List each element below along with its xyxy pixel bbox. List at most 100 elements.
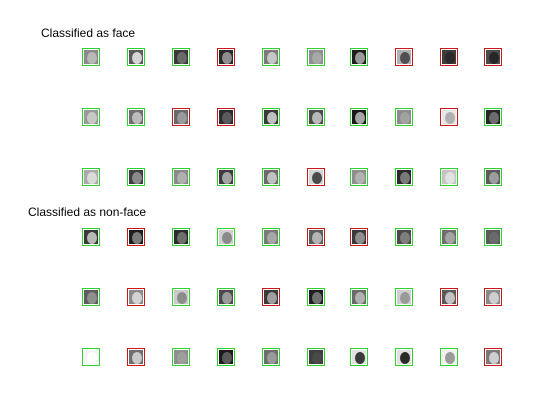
thumbnail-feature [267,292,277,304]
thumbnail-image [264,230,278,244]
thumbnail-feature [489,232,499,244]
thumbnail-feature [222,292,232,304]
thumbnail-image [486,290,500,304]
thumbnail-image [129,350,143,364]
thumbnail [440,48,458,66]
thumbnail [307,168,325,186]
thumbnail-image [174,290,188,304]
thumbnail-feature [489,52,499,64]
thumbnail-feature [489,172,499,184]
thumbnail-image [397,290,411,304]
thumbnail [217,288,235,306]
thumbnail-image [219,290,233,304]
thumbnail-image [309,290,323,304]
thumbnail-image [219,230,233,244]
thumbnail-image [397,170,411,184]
thumbnail [307,348,325,366]
thumbnail-image [174,350,188,364]
thumbnail-feature [177,172,187,184]
thumbnail-feature [355,232,365,244]
thumbnail [82,168,100,186]
thumbnail-feature [355,112,365,124]
thumbnail-feature [400,52,410,64]
thumbnail [440,168,458,186]
thumbnail-feature [400,352,410,364]
thumbnail [350,48,368,66]
thumbnail-feature [267,352,277,364]
thumbnail-feature [177,292,187,304]
thumbnail-image [352,170,366,184]
thumbnail [440,348,458,366]
thumbnail-image [84,350,98,364]
thumbnail [172,108,190,126]
thumbnail-image [397,50,411,64]
thumbnail-feature [132,172,142,184]
thumbnail [262,168,280,186]
thumbnail [217,228,235,246]
thumbnail-image [84,110,98,124]
thumbnail-feature [132,352,142,364]
thumbnail-feature [267,112,277,124]
thumbnail [127,168,145,186]
thumbnail-feature [222,52,232,64]
thumbnail-image [129,50,143,64]
thumbnail-feature [87,232,97,244]
thumbnail [350,108,368,126]
thumbnail-feature [87,52,97,64]
thumbnail [395,108,413,126]
thumbnail-feature [489,112,499,124]
thumbnail-feature [177,352,187,364]
thumbnail-image [309,350,323,364]
thumbnail-image [309,110,323,124]
thumbnail [172,168,190,186]
thumbnail [350,348,368,366]
thumbnail-feature [312,172,322,184]
thumbnail-feature [312,112,322,124]
thumbnail [82,288,100,306]
thumbnail-image [352,290,366,304]
thumbnail-feature [132,292,142,304]
thumbnail [127,228,145,246]
thumbnail-feature [132,112,142,124]
nonface-section-title: Classified as non-face [28,205,147,219]
thumbnail-feature [400,292,410,304]
thumbnail [82,108,100,126]
thumbnail-feature [222,172,232,184]
thumbnail [484,288,502,306]
thumbnail-feature [222,112,232,124]
thumbnail-image [264,290,278,304]
thumbnail-image [264,170,278,184]
thumbnail [484,228,502,246]
thumbnail-feature [489,352,499,364]
thumbnail-image [486,170,500,184]
thumbnail [307,288,325,306]
thumbnail-image [129,170,143,184]
thumbnail-feature [87,292,97,304]
thumbnail [440,288,458,306]
thumbnail [217,168,235,186]
thumbnail-image [442,230,456,244]
thumbnail-feature [445,112,455,124]
thumbnail [262,288,280,306]
thumbnail [172,348,190,366]
thumbnail-feature [87,352,97,364]
thumbnail-feature [312,352,322,364]
thumbnail-feature [87,112,97,124]
thumbnail-image [129,290,143,304]
thumbnail [172,48,190,66]
thumbnail-feature [132,232,142,244]
thumbnail-image [442,110,456,124]
thumbnail-feature [400,172,410,184]
thumbnail-image [352,350,366,364]
thumbnail [440,108,458,126]
thumbnail [307,48,325,66]
thumbnail [262,348,280,366]
thumbnail [217,48,235,66]
thumbnail-image [84,230,98,244]
thumbnail [484,348,502,366]
thumbnail-image [442,290,456,304]
thumbnail-image [442,350,456,364]
thumbnail-image [84,50,98,64]
thumbnail [350,228,368,246]
